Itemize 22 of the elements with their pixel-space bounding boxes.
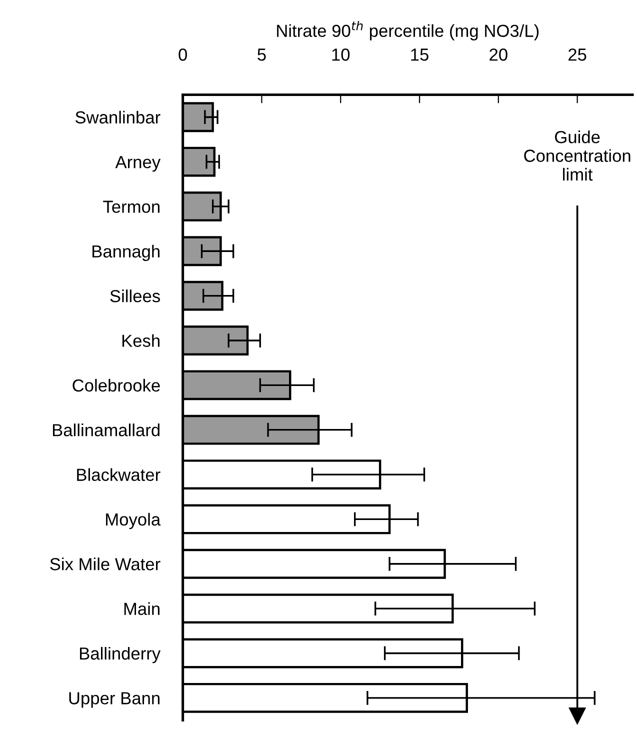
y-tick-label: Ballinderry (80, 646, 161, 664)
x-tick-label: 0 (178, 48, 187, 61)
x-tick-label: 25 (568, 48, 586, 61)
y-tick-label: Blackwater (77, 468, 160, 481)
x-axis-title: Nitrate 90$^{th}$ percentile (mg NO3/L) (277, 20, 539, 40)
y-tick-label: Six Mile Water (50, 558, 160, 570)
x-tick-label: 5 (258, 48, 266, 61)
y-tick-label: Main (124, 602, 160, 616)
x-tick-label: 10 (332, 48, 350, 61)
y-tick-label: Colebrooke (72, 378, 160, 392)
y-tick-label: Arney (115, 156, 161, 172)
y-tick-label: Swanlinbar (76, 110, 160, 124)
y-tick-label: Upper Bann (69, 692, 160, 708)
y-tick-label: Kesh (122, 334, 160, 347)
y-tick-label: Sillees (110, 290, 160, 302)
x-tick-label: 15 (411, 48, 428, 61)
y-tick-label: Termon (103, 200, 160, 213)
x-tick-label: 20 (490, 48, 508, 61)
ref-line-label: Guide Concentration limit (524, 130, 630, 181)
y-tick-label: Bannagh (92, 244, 160, 262)
y-tick-label: Ballinamallard (52, 424, 160, 436)
y-tick-label: Moyola (106, 512, 161, 530)
